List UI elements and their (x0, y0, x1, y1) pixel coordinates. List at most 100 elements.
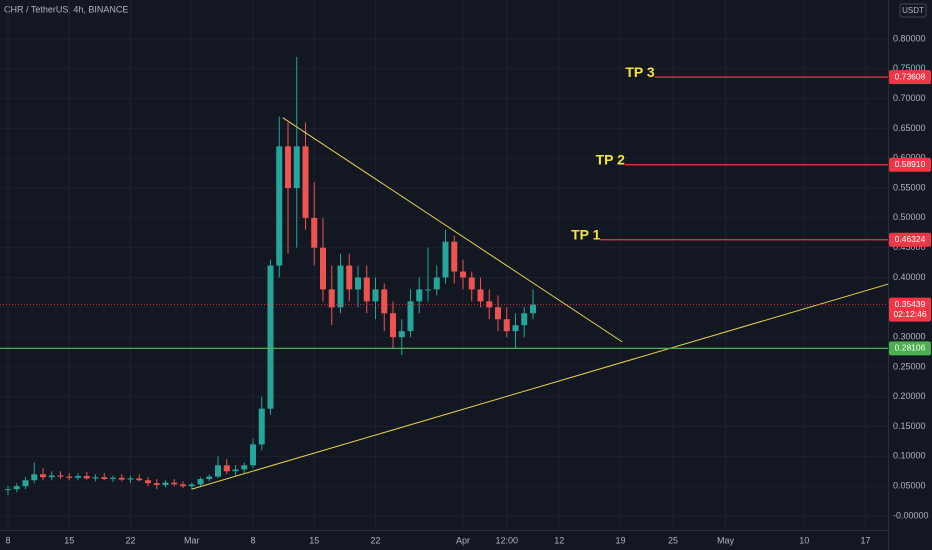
x-tick-label: May (717, 535, 735, 545)
candle-body (302, 146, 309, 218)
candle-body (346, 265, 353, 290)
candle-body (188, 484, 195, 487)
tp-badge (889, 70, 931, 85)
x-tick-label: 10 (799, 535, 809, 545)
tp-label: 0.46324 (895, 234, 926, 244)
x-tick-label: 19 (615, 535, 625, 545)
candle-body (5, 489, 11, 491)
x-tick-label: 12:00 (495, 535, 518, 545)
x-tick-label: 15 (64, 535, 74, 545)
x-tick-label: 22 (125, 535, 135, 545)
candle-body (311, 217, 318, 248)
y-tick-label: 0.20000 (893, 391, 926, 401)
candle-body (285, 146, 291, 189)
candle-body (241, 465, 248, 470)
y-tick-label: 0.60000 (893, 153, 926, 163)
candle-body (75, 476, 81, 478)
tp-name: TP 3 (625, 64, 655, 80)
candle-body (398, 331, 405, 338)
candle-body (66, 476, 73, 478)
candle-body (381, 289, 388, 314)
candle-body (232, 469, 239, 472)
candle-body (258, 408, 265, 445)
candle-body (390, 313, 396, 338)
y-tick-label: 0.65000 (893, 123, 926, 133)
candle-body (57, 475, 64, 477)
candle-body (22, 480, 29, 487)
y-tick-label: 0.50000 (893, 212, 926, 222)
candle-body (495, 307, 501, 320)
candle-body (293, 146, 300, 189)
candle-body (162, 482, 169, 485)
candle-body (276, 146, 283, 266)
candle-body (451, 241, 458, 272)
x-tick-label: Apr (456, 535, 470, 545)
x-tick-label: 12 (554, 535, 564, 545)
y-tick-label: 0.25000 (893, 361, 926, 371)
y-tick-label: 0.10000 (893, 451, 926, 461)
y-tick-label: -0.00000 (893, 510, 929, 520)
candle-body (13, 486, 20, 490)
support-label: 0.28106 (895, 343, 926, 353)
candle-body (320, 247, 326, 290)
candle-body (127, 478, 134, 480)
tp-name: TP 1 (571, 226, 601, 242)
candle-body (136, 478, 143, 481)
candle-body (48, 475, 55, 478)
x-tick-label: 8 (5, 535, 10, 545)
y-tick-label: 0.40000 (893, 272, 926, 282)
candle-body (328, 289, 335, 308)
candle-body (92, 477, 99, 479)
candle-body (372, 289, 379, 302)
candle-body (101, 477, 108, 480)
y-tick-label: 0.80000 (893, 33, 926, 43)
candle-body (363, 277, 370, 302)
candle-body (503, 319, 510, 332)
candle-body (267, 265, 274, 409)
candle-body (521, 313, 528, 326)
x-tick-label: 15 (309, 535, 319, 545)
candle-body (442, 241, 449, 278)
trendline (191, 283, 889, 490)
chart-title: CHR / TetherUS, 4h, BINANCE (4, 4, 128, 14)
candle-body (206, 476, 213, 480)
tp-badge (889, 157, 931, 172)
candle-body (530, 304, 536, 314)
last-price-label: 0.35439 (895, 299, 926, 309)
currency-button[interactable] (899, 3, 927, 18)
candle-body (477, 289, 484, 302)
candle-body (468, 277, 475, 290)
candle-body (407, 301, 414, 332)
last-price-badge (889, 297, 931, 322)
candle-body (83, 476, 90, 479)
candle-body (118, 477, 125, 480)
candle-body (197, 479, 204, 485)
x-tick-label: 8 (250, 535, 255, 545)
candle-body (180, 484, 186, 487)
x-tick-label: Mar (184, 535, 200, 545)
x-tick-label: 25 (668, 535, 678, 545)
candle-body (250, 444, 256, 466)
y-tick-label: 0.45000 (893, 242, 926, 252)
y-tick-label: 0.05000 (893, 481, 926, 491)
tp-name: TP 2 (596, 151, 626, 167)
candle-body (433, 277, 440, 290)
x-tick-label: 22 (370, 535, 380, 545)
candle-body (110, 477, 116, 480)
candle-body (40, 474, 46, 478)
y-tick-label: 0.30000 (893, 331, 926, 341)
y-tick-label: 0.70000 (893, 93, 926, 103)
tp-label: 0.58910 (895, 159, 926, 169)
candle-body (145, 480, 151, 484)
candle-body (171, 482, 178, 485)
countdown: 02:12:46 (893, 309, 926, 319)
candle-body (337, 265, 344, 308)
candle-body (215, 465, 221, 477)
candle-body (425, 289, 431, 291)
candle-body (31, 474, 38, 481)
support-badge (889, 341, 931, 356)
y-tick-label: 0.75000 (893, 63, 926, 73)
currency[interactable]: USDT (902, 6, 924, 15)
